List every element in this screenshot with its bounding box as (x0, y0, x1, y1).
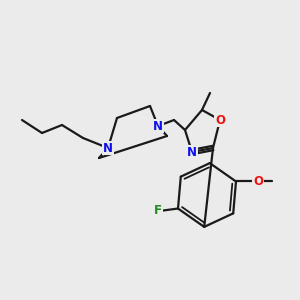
Text: N: N (103, 142, 113, 154)
Text: N: N (153, 119, 163, 133)
Text: F: F (154, 204, 162, 217)
Text: O: O (215, 113, 225, 127)
Text: N: N (187, 146, 197, 158)
Text: O: O (253, 175, 263, 188)
